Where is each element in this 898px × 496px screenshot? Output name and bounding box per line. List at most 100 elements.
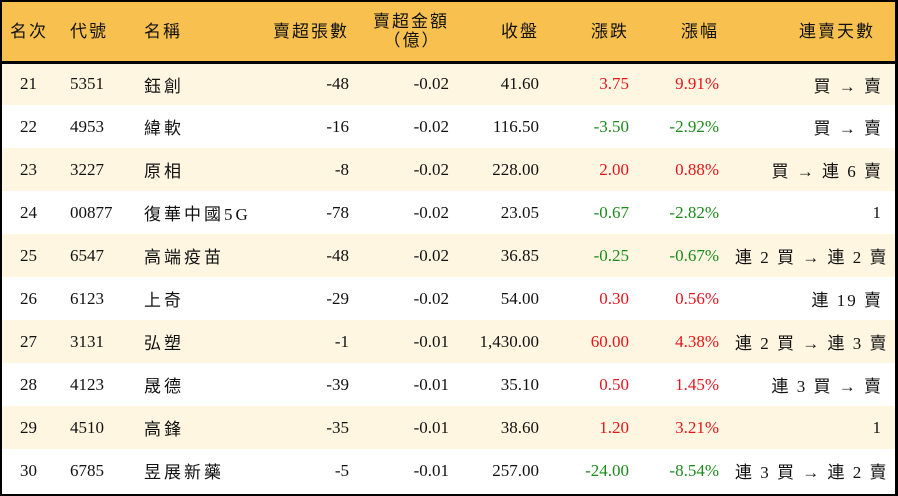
cell-net-sell-lots: -78 [326,202,349,222]
cell-change: -0.67 [593,202,629,222]
cell-name: 原相 [144,162,184,181]
cell-change: 2.00 [599,159,629,179]
cell-code: 6785 [70,460,104,480]
cell-net-sell-amount: -0.02 [413,202,449,222]
cell-close: 23.05 [500,202,539,222]
cell-code: 3131 [70,331,104,351]
cell-net-sell-lots: -1 [334,331,349,351]
cell-net-sell-amount: -0.02 [413,288,449,308]
header-net-sell-amount-unit: （億） [383,31,441,51]
cell-rank: 23 [20,159,37,179]
cell-rank: 25 [20,245,37,265]
header-net-sell-amount-label: 賣超金額 [373,12,449,32]
cell-code: 3227 [70,159,104,179]
header-streak: 連賣天數 [799,21,875,41]
cell-net-sell-amount: -0.01 [413,417,449,437]
cell-net-sell-lots: -16 [326,116,349,136]
table-row: 27 3131 弘塑 -1 -0.01 1,430.00 60.00 4.38%… [2,320,895,363]
cell-close: 41.60 [500,74,539,94]
cell-streak: 連 3 買 → 連 2 賣 [735,463,889,482]
cell-name: 鈺創 [144,76,184,96]
cell-code: 6123 [70,288,104,308]
cell-change: 0.30 [599,288,629,308]
cell-change-pct: 1.45% [675,374,719,394]
header-name: 名稱 [144,21,182,41]
cell-name: 弘塑 [144,334,184,353]
cell-name: 復華中國5G [144,205,251,224]
cell-rank: 22 [20,116,37,136]
cell-code: 00877 [70,202,113,222]
cell-change-pct: 4.38% [675,331,719,351]
cell-net-sell-amount: -0.02 [413,159,449,179]
cell-change: 0.50 [599,374,629,394]
cell-change-pct: 9.91% [675,74,719,94]
cell-name: 高鋒 [144,420,184,439]
cell-close: 257.00 [492,460,539,480]
cell-change-pct: -2.92% [669,116,719,136]
header-row: 名次 代號 名稱 賣超張數 賣超金額 （億） 收盤 漲跌 漲幅 連賣天數 [2,2,895,62]
cell-change-pct: 0.56% [675,288,719,308]
cell-rank: 29 [20,417,37,437]
cell-change-pct: 0.88% [675,159,719,179]
header-code: 代號 [70,21,108,41]
header-rank: 名次 [10,21,48,41]
table-row: 29 4510 高鋒 -35 -0.01 38.60 1.20 3.21% 1 [2,406,895,449]
cell-net-sell-lots: -48 [326,245,349,265]
cell-change: 1.20 [599,417,629,437]
cell-name: 高端疫苗 [144,248,224,267]
cell-code: 4510 [70,417,104,437]
cell-net-sell-amount: -0.02 [413,74,449,94]
cell-close: 1,430.00 [479,331,540,351]
cell-change: -3.50 [593,116,629,136]
cell-close: 36.85 [500,245,539,265]
table-body: 21 5351 鈺創 -48 -0.02 41.60 3.75 9.91% 買 … [2,62,895,492]
cell-net-sell-amount: -0.01 [413,460,449,480]
table-header: 名次 代號 名稱 賣超張數 賣超金額 （億） 收盤 漲跌 漲幅 連賣天數 [2,2,895,62]
cell-rank: 28 [20,374,37,394]
header-net-sell-lots: 賣超張數 [273,21,349,41]
cell-streak: 買 → 賣 [813,76,883,96]
cell-net-sell-amount: -0.02 [413,116,449,136]
table-row: 23 3227 原相 -8 -0.02 228.00 2.00 0.88% 買 … [2,148,895,191]
cell-rank: 27 [20,331,37,351]
table-row: 28 4123 晟德 -39 -0.01 35.10 0.50 1.45% 連 … [2,363,895,406]
cell-net-sell-lots: -5 [334,460,349,480]
cell-net-sell-amount: -0.02 [413,245,449,265]
cell-code: 4953 [70,116,104,136]
cell-net-sell-lots: -8 [334,159,349,179]
cell-change: -24.00 [585,460,629,480]
header-close: 收盤 [501,21,539,41]
table-row: 22 4953 緯軟 -16 -0.02 116.50 -3.50 -2.92%… [2,105,895,148]
cell-net-sell-amount: -0.01 [413,374,449,394]
cell-rank: 26 [20,288,37,308]
cell-rank: 30 [20,460,37,480]
cell-streak: 1 [872,417,883,437]
cell-change-pct: -8.54% [669,460,719,480]
cell-net-sell-lots: -29 [326,288,349,308]
table-row: 25 6547 高端疫苗 -48 -0.02 36.85 -0.25 -0.67… [2,234,895,277]
cell-code: 4123 [70,374,104,394]
header-change: 漲跌 [591,21,629,41]
cell-change: 3.75 [599,74,629,94]
table-row: 30 6785 昱展新藥 -5 -0.01 257.00 -24.00 -8.5… [2,449,895,492]
cell-streak: 連 19 賣 [811,291,883,310]
cell-change-pct: 3.21% [675,417,719,437]
cell-net-sell-lots: -39 [326,374,349,394]
cell-close: 35.10 [500,374,539,394]
cell-code: 6547 [70,245,104,265]
table-row: 21 5351 鈺創 -48 -0.02 41.60 3.75 9.91% 買 … [2,62,895,105]
cell-name: 晟德 [144,377,184,396]
cell-streak: 連 2 買 → 連 2 賣 [735,248,889,267]
cell-name: 昱展新藥 [144,463,224,482]
cell-streak: 買 → 連 6 賣 [771,162,883,181]
cell-name: 上奇 [144,291,184,310]
cell-close: 54.00 [500,288,539,308]
cell-change-pct: -0.67% [669,245,719,265]
table-row: 26 6123 上奇 -29 -0.02 54.00 0.30 0.56% 連 … [2,277,895,320]
cell-rank: 24 [20,202,37,222]
cell-net-sell-lots: -35 [326,417,349,437]
cell-name: 緯軟 [144,119,184,138]
cell-streak: 買 → 賣 [813,119,883,138]
